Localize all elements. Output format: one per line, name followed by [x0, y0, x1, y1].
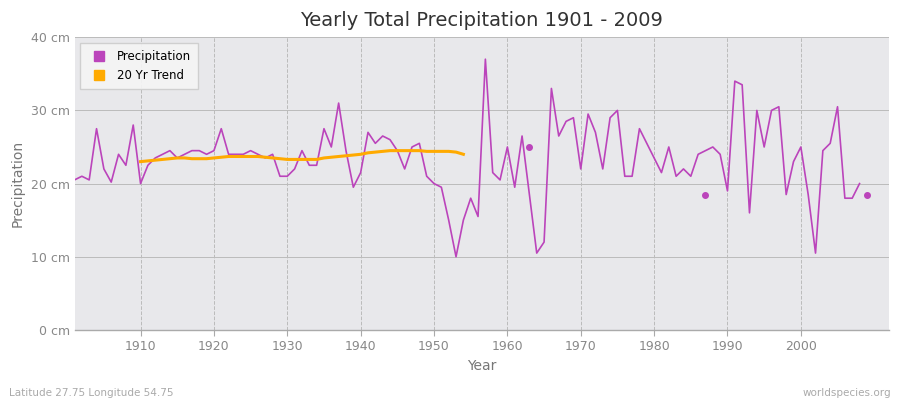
- Text: Latitude 27.75 Longitude 54.75: Latitude 27.75 Longitude 54.75: [9, 388, 174, 398]
- Title: Yearly Total Precipitation 1901 - 2009: Yearly Total Precipitation 1901 - 2009: [301, 11, 663, 30]
- X-axis label: Year: Year: [467, 359, 497, 373]
- Legend: Precipitation, 20 Yr Trend: Precipitation, 20 Yr Trend: [80, 43, 198, 89]
- Text: worldspecies.org: worldspecies.org: [803, 388, 891, 398]
- Y-axis label: Precipitation: Precipitation: [11, 140, 25, 227]
